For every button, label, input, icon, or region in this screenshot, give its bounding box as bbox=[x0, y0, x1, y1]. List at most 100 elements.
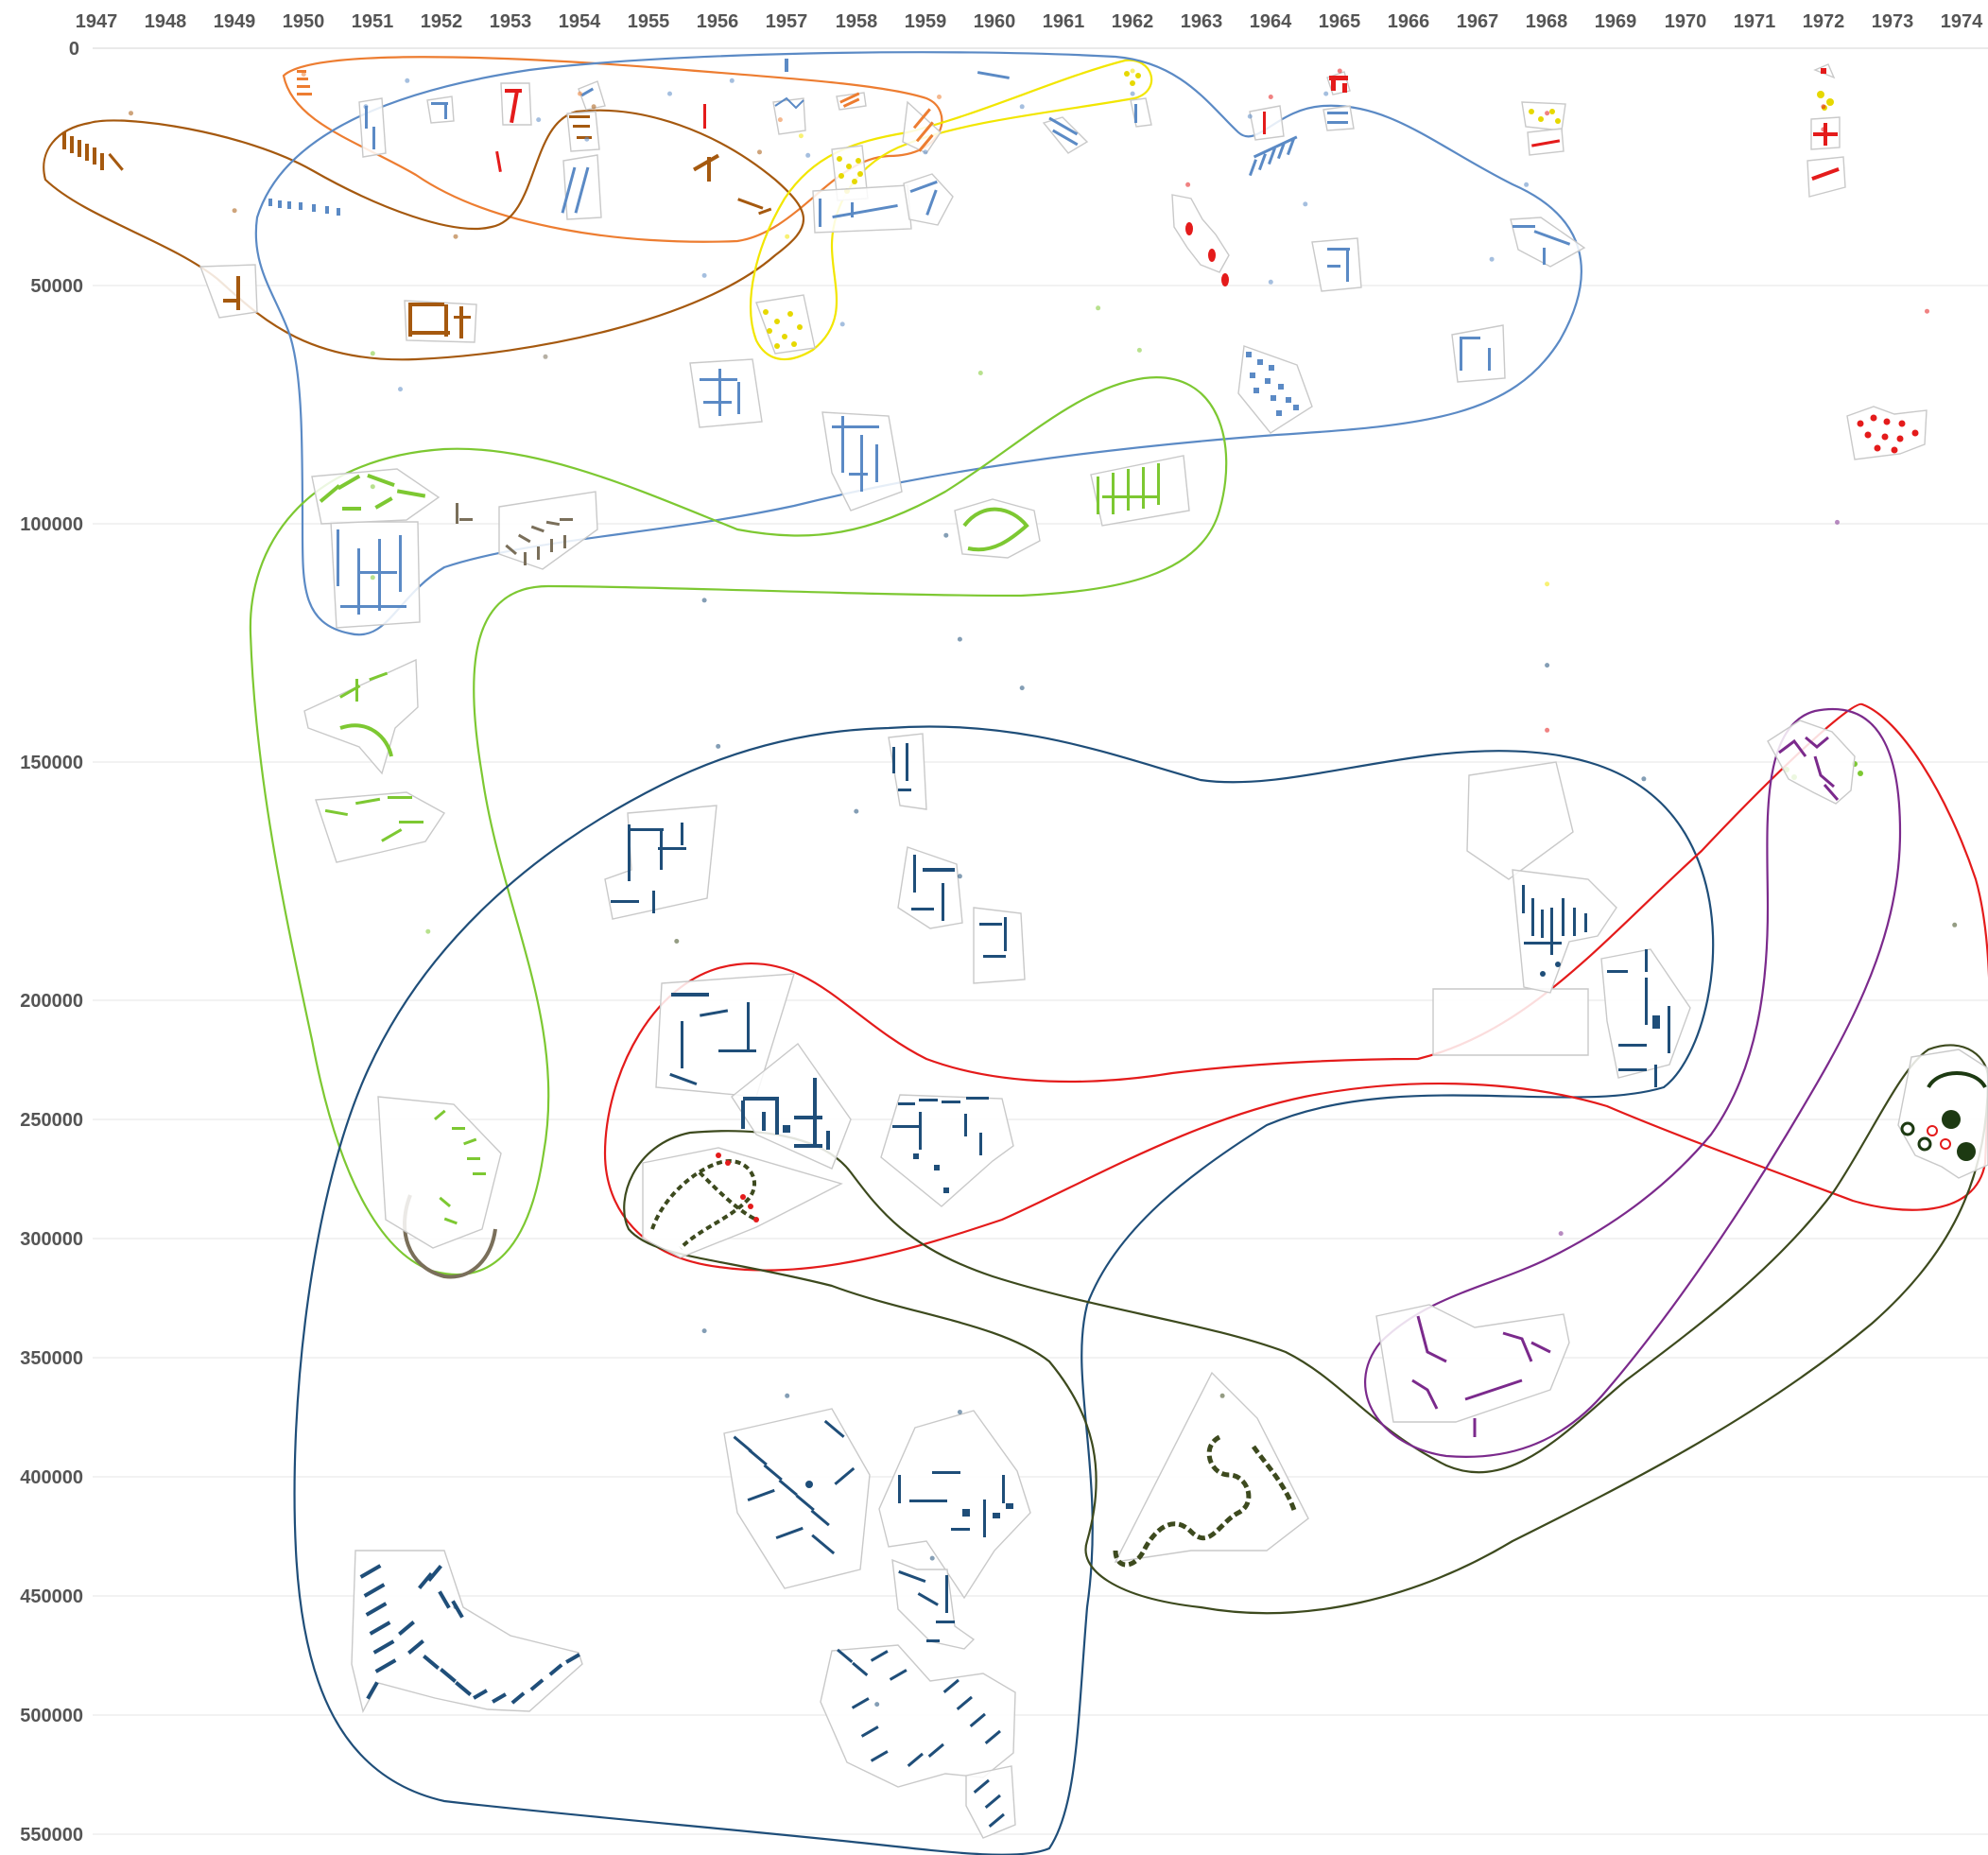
x-tick-label: 1951 bbox=[352, 11, 394, 32]
site-point bbox=[1130, 91, 1135, 96]
site-point bbox=[536, 117, 542, 123]
site-point bbox=[1641, 776, 1647, 782]
site-point bbox=[1268, 95, 1273, 99]
x-tick-label: 1953 bbox=[490, 11, 532, 32]
site-point bbox=[667, 91, 672, 96]
x-tick-label: 1958 bbox=[836, 11, 878, 32]
purple-cluster-outline bbox=[1364, 708, 1902, 1458]
site-point bbox=[1185, 182, 1191, 187]
site-point bbox=[777, 117, 783, 123]
x-axis: 1947 1948 1949 1950 1951 1952 1953 1954 … bbox=[76, 11, 1983, 32]
x-tick-label: 1969 bbox=[1595, 11, 1637, 32]
site-point bbox=[785, 234, 790, 239]
x-tick-label: 1960 bbox=[974, 11, 1016, 32]
site-point bbox=[1545, 581, 1550, 587]
site-point bbox=[923, 149, 928, 155]
site-plan bbox=[62, 111, 772, 343]
data-points bbox=[129, 68, 1958, 1708]
site-point bbox=[543, 354, 548, 359]
y-tick-label: 400000 bbox=[20, 1467, 83, 1488]
site-point bbox=[957, 636, 962, 642]
green-cluster-outline bbox=[249, 376, 1228, 1276]
site-point bbox=[578, 91, 582, 96]
site-point bbox=[453, 234, 458, 239]
site-point bbox=[674, 939, 680, 944]
x-tick-label: 1957 bbox=[766, 11, 808, 32]
site-plan bbox=[755, 71, 1834, 880]
site-point bbox=[1019, 104, 1025, 110]
site-plan bbox=[268, 59, 1586, 629]
site-point bbox=[977, 371, 983, 375]
site-point bbox=[370, 575, 375, 581]
x-tick-label: 1961 bbox=[1043, 11, 1085, 32]
x-tick-label: 1968 bbox=[1526, 11, 1568, 32]
site-point bbox=[701, 272, 707, 278]
site-plans bbox=[62, 59, 1988, 1839]
site-point bbox=[1096, 305, 1101, 311]
site-point bbox=[232, 208, 237, 214]
site-point bbox=[1821, 68, 1826, 74]
site-point bbox=[1247, 113, 1253, 119]
site-point bbox=[1952, 922, 1958, 928]
site-point bbox=[370, 351, 375, 356]
site-point bbox=[1219, 1393, 1225, 1398]
cluster-outlines bbox=[43, 51, 1988, 1855]
site-point bbox=[701, 598, 707, 603]
site-point bbox=[1019, 685, 1025, 691]
x-tick-label: 1970 bbox=[1665, 11, 1707, 32]
y-tick-label: 50000 bbox=[30, 276, 83, 297]
y-tick-label: 350000 bbox=[20, 1348, 83, 1369]
site-point bbox=[398, 387, 403, 392]
y-tick-label: 150000 bbox=[20, 753, 83, 773]
y-tick-label: 100000 bbox=[20, 514, 83, 535]
site-plan bbox=[351, 733, 1691, 1839]
site-point bbox=[1524, 182, 1530, 187]
x-tick-label: 1956 bbox=[697, 11, 739, 32]
x-tick-label: 1966 bbox=[1388, 11, 1430, 32]
brown-cluster-outline bbox=[43, 109, 804, 361]
dark-blue-cluster-outline bbox=[293, 725, 1715, 1855]
x-tick-label: 1950 bbox=[283, 11, 325, 32]
x-tick-label: 1963 bbox=[1181, 11, 1223, 32]
site-point bbox=[1545, 727, 1550, 733]
x-tick-label: 1955 bbox=[628, 11, 670, 32]
site-point bbox=[1268, 279, 1273, 285]
site-point bbox=[785, 1393, 790, 1398]
site-point bbox=[874, 1702, 880, 1708]
site-point bbox=[301, 72, 306, 77]
site-point bbox=[1545, 111, 1550, 116]
x-tick-label: 1974 bbox=[1941, 11, 1983, 32]
y-tick-label: 450000 bbox=[20, 1586, 83, 1607]
x-tick-label: 1952 bbox=[421, 11, 463, 32]
y-tick-label: 200000 bbox=[20, 991, 83, 1012]
site-point bbox=[757, 149, 762, 155]
y-axis: 0 50000 100000 150000 200000 250000 3000… bbox=[20, 39, 83, 1846]
site-point bbox=[854, 808, 859, 814]
site-point bbox=[405, 78, 410, 83]
orange-cluster-outline bbox=[282, 56, 943, 243]
y-tick-label: 500000 bbox=[20, 1706, 83, 1726]
olive-cluster-outline bbox=[623, 1044, 1988, 1615]
site-point bbox=[798, 133, 804, 139]
site-point bbox=[1303, 201, 1308, 207]
site-point bbox=[1558, 1231, 1564, 1237]
x-tick-label: 1949 bbox=[214, 11, 256, 32]
site-plan bbox=[495, 63, 1927, 1056]
x-tick-label: 1964 bbox=[1250, 11, 1292, 32]
site-point bbox=[1489, 256, 1495, 262]
site-point bbox=[425, 928, 431, 934]
light-blue-cluster-outline bbox=[254, 51, 1582, 636]
y-tick-label: 550000 bbox=[20, 1825, 83, 1846]
site-plan bbox=[403, 491, 598, 1279]
x-tick-label: 1959 bbox=[905, 11, 947, 32]
x-tick-label: 1973 bbox=[1872, 11, 1914, 32]
site-point bbox=[937, 95, 942, 99]
y-tick-label: 250000 bbox=[20, 1110, 83, 1131]
x-tick-label: 1965 bbox=[1319, 11, 1361, 32]
site-point bbox=[701, 1328, 707, 1334]
site-point bbox=[1130, 68, 1135, 74]
y-tick-label: 0 bbox=[69, 39, 79, 60]
x-tick-label: 1971 bbox=[1734, 11, 1776, 32]
x-tick-label: 1967 bbox=[1457, 11, 1499, 32]
site-point bbox=[1925, 308, 1929, 314]
